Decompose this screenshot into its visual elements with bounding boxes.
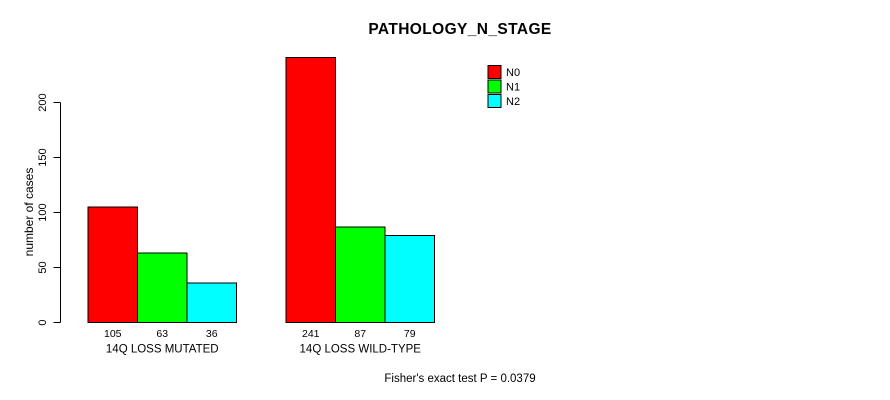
legend-swatch-n1 (487, 79, 502, 94)
bar-value-label: 241 (302, 328, 320, 340)
legend: N0 N1 N2 (487, 65, 520, 108)
y-axis-tick-label: 0 (37, 319, 49, 325)
bar-n2-group1 (186, 282, 237, 323)
y-axis-title: number of cases (22, 168, 36, 257)
legend-label-n2: N2 (506, 96, 520, 108)
bars: 105 241 63 87 36 79 14Q LOSS MUTATED 14Q LOSS W… (87, 56, 435, 356)
legend-label-n0: N0 (506, 67, 520, 79)
y-axis-tick-label: 50 (37, 261, 49, 273)
fisher-test-annotation: Fisher's exact test P = 0.0379 (384, 373, 535, 385)
x-group-label: 14Q LOSS WILD-TYPE (300, 344, 422, 356)
bar-value-label: 105 (104, 328, 122, 340)
bar-value-label: 63 (156, 328, 168, 340)
legend-swatch-n0 (487, 65, 502, 79)
bar-value-label: 87 (354, 328, 366, 340)
bar-n1-group2 (335, 226, 386, 323)
x-group-label: 14Q LOSS MUTATED (106, 344, 219, 356)
chart-title: PATHOLOGY_N_STAGE (368, 21, 551, 38)
bar-value-label: 36 (206, 328, 218, 340)
y-axis-tick-label: 100 (37, 203, 49, 221)
y-axis-tick-label: 150 (37, 148, 49, 166)
bar-value-label: 79 (404, 328, 416, 340)
bar-n0-group1 (87, 206, 138, 323)
bar-n1-group1 (137, 252, 188, 323)
legend-label-n1: N1 (506, 82, 520, 94)
bar-n0-group2 (285, 56, 336, 324)
y-axis-tick-label: 200 (37, 93, 49, 111)
y-axis: 0 50 100 150 200 (37, 93, 61, 326)
bar-n2-group2 (384, 235, 435, 324)
legend-swatch-n2 (487, 94, 502, 108)
